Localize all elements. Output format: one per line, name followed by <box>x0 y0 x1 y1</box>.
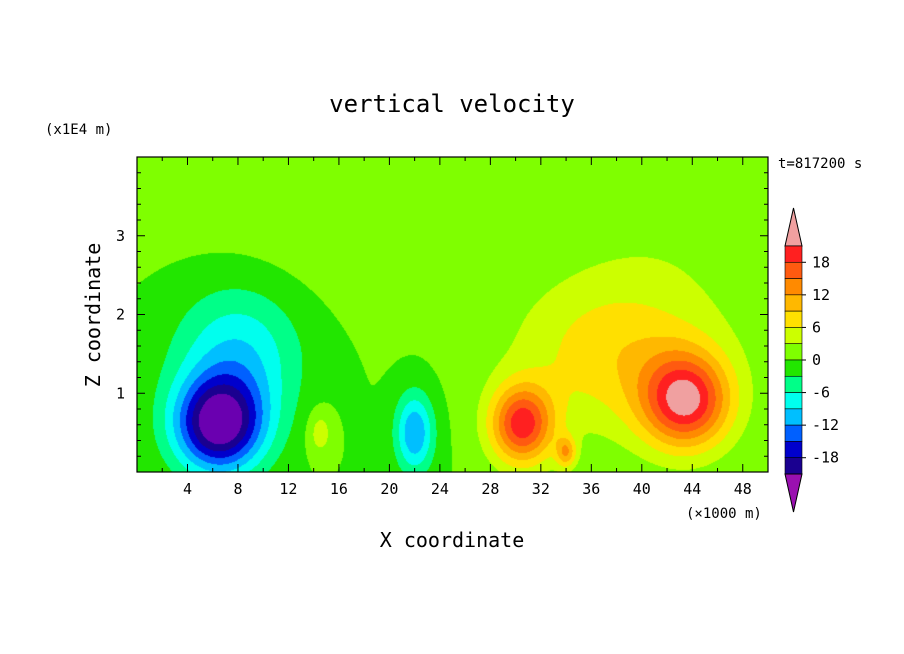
x-tick-label: 4 <box>183 480 192 498</box>
velocity-field <box>137 157 768 472</box>
x-tick-label: 20 <box>380 480 398 498</box>
colorbar-band <box>784 359 803 377</box>
x-axis-ticks: 4 8 12 16 20 24 28 32 36 40 44 48 <box>161 157 752 498</box>
y-tick-label: 1 <box>116 384 125 402</box>
x-tick-label: 32 <box>532 480 550 498</box>
colorbar-label: -12 <box>812 416 839 434</box>
x-tick-label: 24 <box>431 480 449 498</box>
x-tick-label: 16 <box>330 480 348 498</box>
colorbar-band <box>784 261 803 279</box>
colorbar-label: -6 <box>812 384 830 402</box>
colorbar-band <box>784 375 803 393</box>
colorbar-band <box>784 457 803 475</box>
x-tick-label: 12 <box>279 480 297 498</box>
y-tick-label: 3 <box>116 227 125 245</box>
colorbar-band <box>784 294 803 312</box>
colorbar-extend-bottom <box>784 473 803 513</box>
colorbar-label: 12 <box>812 286 830 304</box>
colorbar-band <box>784 310 803 328</box>
colorbar-band <box>784 327 803 345</box>
colorbar-label: 0 <box>812 351 821 369</box>
time-label: t=817200 s <box>778 156 862 172</box>
colorbar-band <box>784 424 803 442</box>
colorbar-band <box>784 278 803 296</box>
x-tick-label: 48 <box>734 480 752 498</box>
y-axis-label: Z coordinate <box>81 243 105 388</box>
colorbar-band <box>784 408 803 426</box>
x-unit-label: (×1000 m) <box>686 506 762 522</box>
x-tick-label: 28 <box>481 480 499 498</box>
x-tick-label: 36 <box>582 480 600 498</box>
colorbar-extend-top <box>784 207 803 247</box>
plot-area <box>136 156 769 473</box>
chart-title: vertical velocity <box>329 90 575 118</box>
y-tick-label: 2 <box>116 306 125 324</box>
x-tick-label: 8 <box>233 480 242 498</box>
colorbar-label: 6 <box>812 318 821 336</box>
colorbar-label: -18 <box>812 449 839 467</box>
colorbar-label: 18 <box>812 253 830 271</box>
colorbar: 18 12 6 0 -6 -12 -18 <box>784 207 839 513</box>
colorbar-band <box>784 392 803 410</box>
x-tick-label: 40 <box>633 480 651 498</box>
y-axis-ticks: 1 2 3 <box>116 172 768 457</box>
colorbar-band <box>784 441 803 459</box>
colorbar-band <box>784 245 803 263</box>
x-axis-label: X coordinate <box>380 528 525 552</box>
colorbar-band <box>784 343 803 361</box>
x-tick-label: 44 <box>683 480 701 498</box>
y-unit-label: (x1E4 m) <box>45 122 112 138</box>
